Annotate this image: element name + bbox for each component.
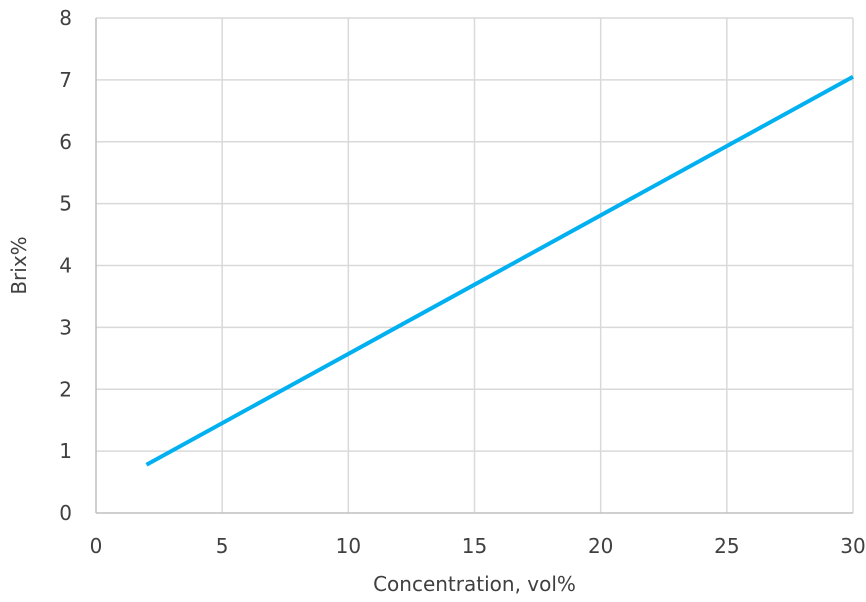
x-tick-label: 20 xyxy=(588,534,613,558)
x-tick-label: 15 xyxy=(462,534,487,558)
y-axis-title: Brix% xyxy=(7,236,31,294)
y-tick-label: 5 xyxy=(59,192,72,216)
y-tick-label: 0 xyxy=(59,501,72,525)
x-tick-label: 0 xyxy=(90,534,103,558)
y-tick-label: 3 xyxy=(59,315,72,339)
y-tick-label: 6 xyxy=(59,130,72,154)
x-tick-label: 25 xyxy=(714,534,739,558)
axes xyxy=(95,18,853,514)
series-layer xyxy=(145,75,854,467)
x-tick-label: 30 xyxy=(840,534,865,558)
x-tick-label: 10 xyxy=(336,534,361,558)
y-tick-label: 2 xyxy=(59,377,72,401)
x-tick-label: 5 xyxy=(216,534,229,558)
y-tick-label: 1 xyxy=(59,439,72,463)
tick-labels: 0 1 2 3 4 5 6 7 8 0 5 10 15 20 25 30 xyxy=(59,6,865,558)
y-tick-label: 4 xyxy=(59,254,72,278)
x-axis-title: Concentration, vol% xyxy=(373,572,576,596)
grid xyxy=(96,17,854,513)
series-line xyxy=(145,75,854,467)
y-tick-label: 8 xyxy=(59,6,72,30)
y-tick-label: 7 xyxy=(59,68,72,92)
